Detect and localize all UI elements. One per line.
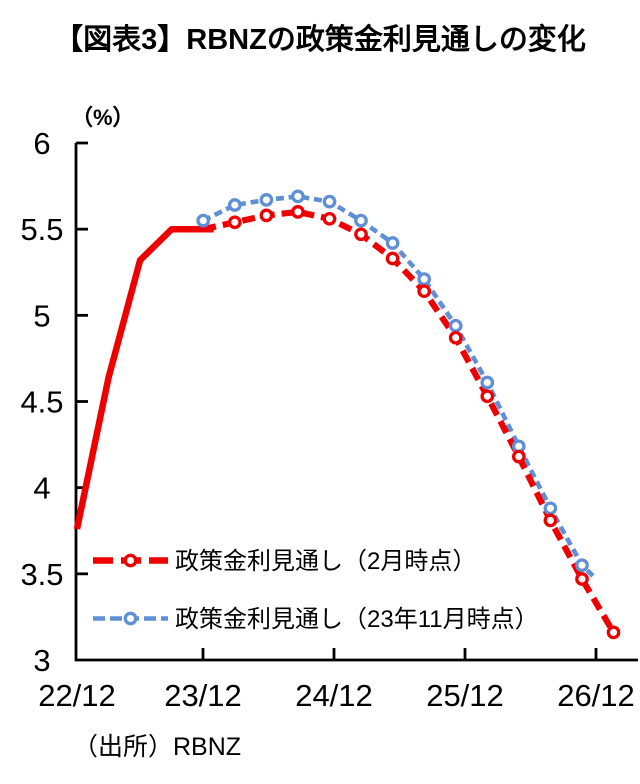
x-tick-label-2: 24/12 <box>295 678 373 713</box>
x-tick-label-0: 22/12 <box>38 678 116 713</box>
marker-policy-rate-feb-forecast-25/6 <box>385 251 400 266</box>
marker-policy-rate-nov-forecast-24/6 <box>259 193 274 207</box>
y-tick-label-3: 4.5 <box>20 385 63 420</box>
marker-policy-rate-nov-forecast-26/3 <box>480 375 495 390</box>
marker-policy-rate-nov-forecast-26/12 <box>575 558 589 573</box>
marker-policy-rate-nov-forecast-25/6 <box>385 236 400 250</box>
marker-policy-rate-feb-forecast-24/12 <box>322 211 337 226</box>
source-note: （出所）RBNZ <box>73 733 242 761</box>
marker-policy-rate-nov-forecast-25/9 <box>417 272 432 286</box>
marker-policy-rate-nov-forecast-24/12 <box>322 194 337 209</box>
marker-policy-rate-nov-forecast-26/9 <box>543 501 558 516</box>
marker-policy-rate-feb-forecast-25/9 <box>417 284 432 299</box>
marker-policy-rate-nov-forecast-23/12 <box>196 213 211 228</box>
legend-sample-marker-1 <box>123 611 138 626</box>
marker-policy-rate-nov-forecast-24/3 <box>227 198 242 212</box>
marker-policy-rate-feb-forecast-26/6 <box>511 449 526 464</box>
marker-policy-rate-nov-forecast-25/12 <box>448 318 463 333</box>
legend-label-1: 政策金利見通し（23年11月時点） <box>175 606 539 633</box>
marker-policy-rate-feb-forecast-26/12 <box>575 572 589 586</box>
x-tick-label-1: 23/12 <box>164 678 242 713</box>
marker-policy-rate-nov-forecast-25/3 <box>354 213 368 228</box>
marker-policy-rate-feb-forecast-26/3 <box>480 389 495 404</box>
series-line-policy-rate-history <box>73 225 214 530</box>
y-tick-label-4: 4 <box>33 471 50 506</box>
legend-label-0: 政策金利見通し（2月時点） <box>175 548 476 575</box>
marker-policy-rate-nov-forecast-24/9 <box>291 189 305 204</box>
marker-policy-rate-feb-forecast-25/12 <box>448 330 463 345</box>
marker-policy-rate-feb-forecast-27/3 <box>606 625 621 640</box>
chart-title: 【図表3】RBNZの政策金利見通しの変化 <box>54 24 586 56</box>
y-tick-label-6: 3 <box>33 643 50 678</box>
y-tick-label-1: 5.5 <box>20 212 63 247</box>
marker-policy-rate-feb-forecast-25/3 <box>354 227 368 242</box>
marker-policy-rate-feb-forecast-24/3 <box>227 215 242 230</box>
x-tick-label-3: 25/12 <box>426 678 504 713</box>
marker-policy-rate-feb-forecast-26/9 <box>543 513 558 528</box>
y-tick-label-5: 3.5 <box>20 557 63 592</box>
series-line-policy-rate-nov-forecast <box>202 194 598 581</box>
x-tick-label-4: 26/12 <box>557 678 635 713</box>
y-axis-unit-label: （%） <box>71 105 135 130</box>
marker-policy-rate-feb-forecast-24/6 <box>259 208 274 223</box>
legend-sample-marker-0 <box>123 553 138 568</box>
y-tick-label-2: 5 <box>33 298 50 333</box>
y-tick-label-0: 6 <box>33 126 50 161</box>
marker-policy-rate-feb-forecast-24/9 <box>291 205 305 219</box>
